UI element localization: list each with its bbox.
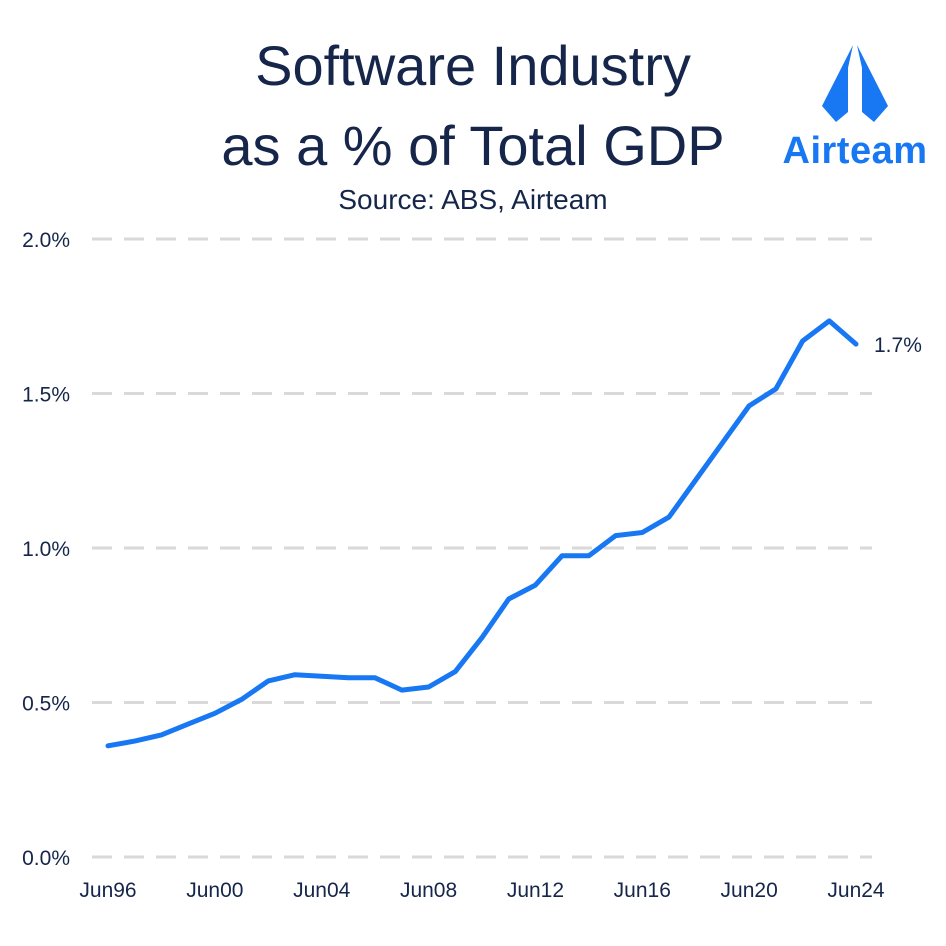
x-axis-tick-labels: Jun96 Jun00 Jun04 Jun08 Jun12 Jun16 Jun20 Jun24	[79, 879, 885, 902]
x-tick-label: Jun12	[507, 879, 564, 902]
grid-lines	[92, 237, 872, 859]
data-labels: 1.7%	[874, 334, 922, 357]
y-tick-label: 1.5%	[22, 384, 70, 407]
series-line	[105, 318, 859, 749]
y-axis-tick-labels: 0.0% 0.5% 1.0% 1.5% 2.0%	[22, 229, 70, 870]
x-tick-label: Jun00	[186, 879, 243, 902]
x-tick-label: Jun04	[293, 879, 351, 902]
series-lines	[105, 318, 859, 749]
title-line-2: as a % of Total GDP	[221, 114, 725, 177]
x-tick-label: Jun24	[827, 879, 885, 902]
logo-text: Airteam	[782, 130, 928, 172]
airteam-logo: Airteam	[770, 40, 940, 180]
y-tick-label: 2.0%	[22, 229, 70, 252]
y-tick-label: 0.0%	[22, 847, 70, 870]
x-tick-label: Jun16	[614, 879, 671, 902]
y-tick-label: 1.0%	[22, 538, 70, 561]
chart-subtitle: Source: ABS, Airteam	[338, 184, 608, 215]
y-tick-label: 0.5%	[22, 693, 70, 716]
x-tick-label: Jun20	[721, 879, 778, 902]
x-tick-label: Jun08	[400, 879, 457, 902]
chart-title: Software Industry as a % of Total GDP	[0, 26, 946, 186]
x-tick-label: Jun96	[79, 879, 136, 902]
end-value-label: 1.7%	[874, 334, 922, 357]
airteam-sail-icon	[822, 45, 888, 122]
title-line-1: Software Industry	[255, 34, 691, 97]
